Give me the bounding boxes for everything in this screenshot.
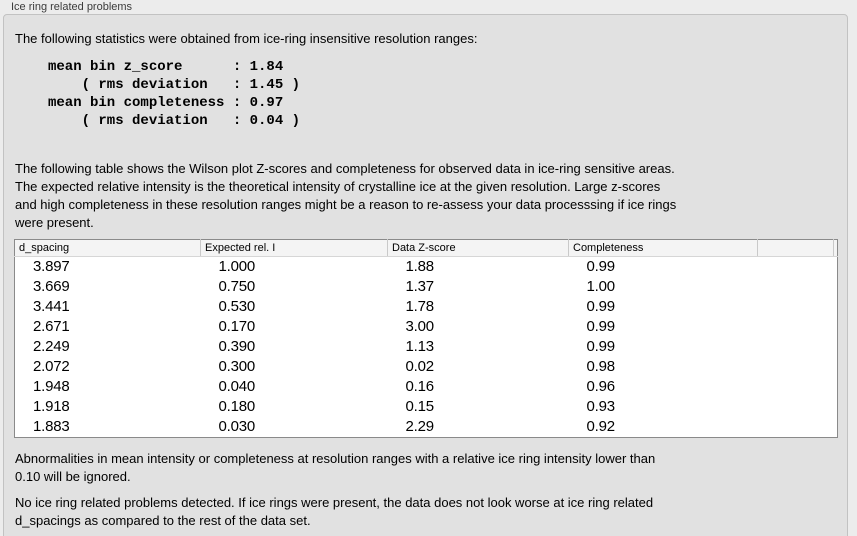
table-cell: 0.99: [586, 338, 616, 355]
table-cell: 0.170: [218, 318, 256, 335]
column-header-expected-rel-i[interactable]: Expected rel. I: [200, 239, 388, 257]
table-cell: 0.750: [218, 278, 256, 295]
table-cell: [834, 397, 838, 417]
table-row[interactable]: 1.883 0.030 2.29 0.92: [15, 417, 838, 438]
intro-text: The following statistics were obtained f…: [15, 31, 478, 46]
column-header-completeness[interactable]: Completeness: [568, 239, 758, 257]
table-cell: 2.671: [33, 318, 70, 335]
table-cell: 1.00: [586, 278, 616, 295]
table-row[interactable]: 2.249 0.390 1.13 0.99: [15, 337, 838, 357]
table-cell: [834, 297, 838, 317]
table-cell: 3.897: [33, 258, 70, 275]
table-cell: [834, 417, 838, 438]
table-cell: [834, 257, 838, 278]
table-cell: [758, 377, 834, 397]
ice-ring-table: d_spacing Expected rel. I Data Z-score C…: [14, 239, 838, 438]
table-cell: 0.15: [405, 398, 435, 415]
table-cell: [758, 417, 834, 438]
table-header-row: d_spacing Expected rel. I Data Z-score C…: [14, 239, 838, 257]
ignore-note-text: Abnormalities in mean intensity or compl…: [15, 451, 656, 484]
ice-ring-panel: The following statistics were obtained f…: [3, 14, 848, 536]
table-cell: 0.02: [405, 358, 435, 375]
table-cell: [834, 277, 838, 297]
table-cell: 1.37: [405, 278, 435, 295]
table-cell: 2.29: [405, 418, 435, 435]
table-cell: 0.390: [218, 338, 256, 355]
table-cell: [758, 317, 834, 337]
table-cell: 0.99: [586, 318, 616, 335]
description-text: The following table shows the Wilson plo…: [15, 161, 677, 230]
table-cell: 1.000: [218, 258, 256, 275]
column-header-empty-end: [833, 239, 838, 257]
table-cell: 3.669: [33, 278, 70, 295]
table-cell: 0.300: [218, 358, 256, 375]
column-header-d-spacing[interactable]: d_spacing: [14, 239, 201, 257]
table-cell: 0.99: [586, 298, 616, 315]
table-cell: [834, 357, 838, 377]
table-cell: 0.96: [586, 378, 616, 395]
table-cell: 1.78: [405, 298, 435, 315]
table-row[interactable]: 1.948 0.040 0.16 0.96: [15, 377, 838, 397]
table-row[interactable]: 3.897 1.000 1.88 0.99: [15, 257, 838, 278]
conclusion-text: No ice ring related problems detected. I…: [15, 495, 654, 528]
table-row[interactable]: 2.671 0.170 3.00 0.99: [15, 317, 838, 337]
table-cell: [834, 337, 838, 357]
table-cell: 3.441: [33, 298, 70, 315]
table-cell: 3.00: [405, 318, 435, 335]
table-cell: 1.948: [33, 378, 70, 395]
table-cell: [758, 297, 834, 317]
table-cell: 0.92: [586, 418, 616, 435]
table-cell: [758, 357, 834, 377]
table-cell: 1.883: [33, 418, 70, 435]
table-cell: 1.918: [33, 398, 70, 415]
table-cell: 0.16: [405, 378, 435, 395]
table-cell: 1.88: [405, 258, 435, 275]
column-header-data-z-score[interactable]: Data Z-score: [387, 239, 569, 257]
stats-block: mean bin z_score : 1.84 ( rms deviation …: [48, 59, 301, 129]
table-cell: 0.99: [586, 258, 616, 275]
table-cell: 2.072: [33, 358, 70, 375]
table-cell: [758, 277, 834, 297]
table-cell: [834, 317, 838, 337]
table-cell: 0.530: [218, 298, 256, 315]
column-header-empty: [757, 239, 834, 257]
table-cell: [758, 257, 834, 278]
table-cell: [758, 397, 834, 417]
table-cell: 0.93: [586, 398, 616, 415]
table-cell: 0.030: [218, 418, 256, 435]
table-cell: 0.040: [218, 378, 256, 395]
table-cell: 0.180: [218, 398, 256, 415]
table-cell: 2.249: [33, 338, 70, 355]
table-cell: [834, 377, 838, 397]
table-cell: 1.13: [405, 338, 435, 355]
table-cell: 0.98: [586, 358, 616, 375]
table-row[interactable]: 1.918 0.180 0.15 0.93: [15, 397, 838, 417]
table-row[interactable]: 2.072 0.300 0.02 0.98: [15, 357, 838, 377]
panel-title: Ice ring related problems: [11, 1, 133, 13]
table-row[interactable]: 3.441 0.530 1.78 0.99: [15, 297, 838, 317]
table-row[interactable]: 3.669 0.750 1.37 1.00: [15, 277, 838, 297]
table-cell: [758, 337, 834, 357]
